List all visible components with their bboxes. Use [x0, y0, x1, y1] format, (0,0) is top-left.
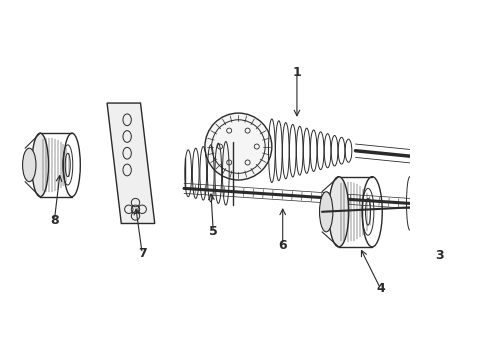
Ellipse shape	[481, 211, 490, 219]
Text: 8: 8	[50, 213, 59, 227]
Ellipse shape	[329, 177, 349, 247]
Text: 5: 5	[209, 225, 218, 238]
Text: 2: 2	[489, 266, 490, 279]
Ellipse shape	[474, 208, 483, 216]
Ellipse shape	[32, 133, 49, 197]
Ellipse shape	[488, 194, 490, 203]
Ellipse shape	[481, 191, 490, 199]
Text: 4: 4	[376, 282, 385, 295]
Ellipse shape	[488, 208, 490, 216]
Text: 7: 7	[138, 247, 147, 260]
Ellipse shape	[23, 148, 36, 182]
Ellipse shape	[205, 113, 272, 180]
Text: 3: 3	[435, 249, 443, 262]
Ellipse shape	[481, 201, 490, 209]
Polygon shape	[107, 103, 155, 224]
Text: 6: 6	[278, 239, 287, 252]
Ellipse shape	[319, 192, 333, 232]
Ellipse shape	[474, 194, 483, 203]
Text: 1: 1	[293, 67, 301, 80]
